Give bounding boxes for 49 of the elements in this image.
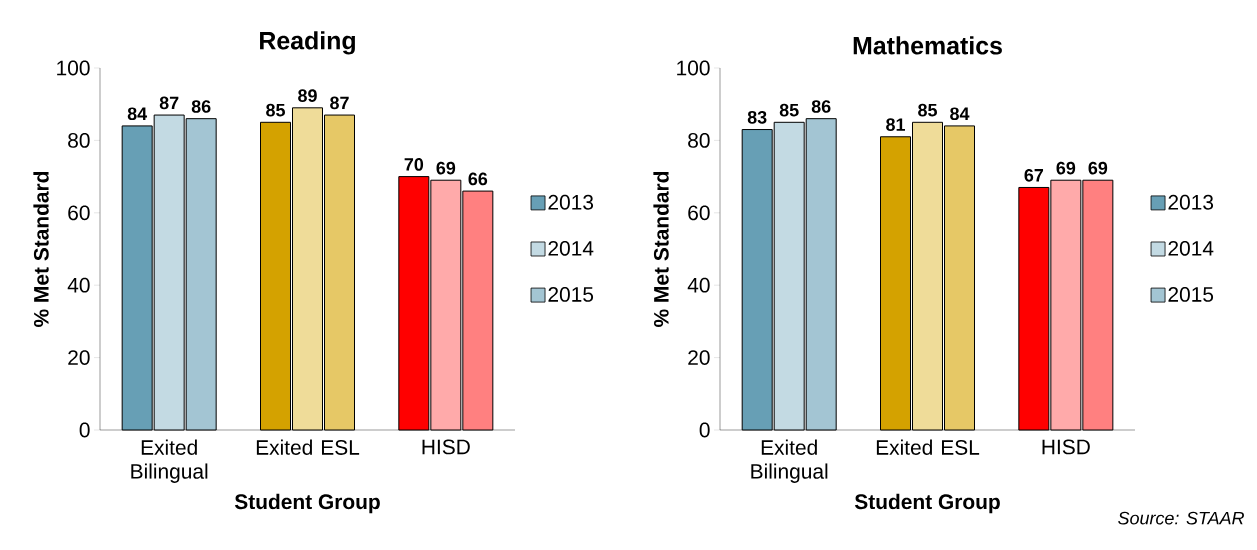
y-tick-label: 60 xyxy=(68,205,90,221)
y-tick-label: 80 xyxy=(68,132,90,148)
y-tick-label: 40 xyxy=(67,277,90,293)
x-tick-label: HISD xyxy=(1042,439,1090,455)
data-label: 66 xyxy=(468,172,488,186)
data-label: 86 xyxy=(811,100,831,113)
x-axis-title: Student Group xyxy=(854,493,1000,514)
data-label: 67 xyxy=(1024,168,1044,182)
y-tick-label: 100 xyxy=(57,60,90,76)
legend-label: 2014 xyxy=(1168,240,1214,256)
y-tick-label: 20 xyxy=(68,350,90,365)
x-tick-label: HISD xyxy=(422,439,470,455)
x-tick-label: Exited ESL xyxy=(256,439,360,455)
data-label: 86 xyxy=(191,100,211,113)
data-label: 85 xyxy=(779,103,799,117)
data-label: 87 xyxy=(159,96,179,110)
y-tick-label: 0 xyxy=(79,422,90,438)
y-tick-label: 80 xyxy=(688,132,710,148)
data-label: 69 xyxy=(436,161,456,175)
data-label: 84 xyxy=(127,107,148,121)
legend-label: 2013 xyxy=(548,194,594,210)
y-axis-title: % Met Standard xyxy=(33,171,49,327)
x-axis-title: Student Group xyxy=(234,493,380,514)
y-tick-label: 100 xyxy=(677,60,710,76)
data-label: 69 xyxy=(1056,161,1076,175)
chart-title: Mathematics xyxy=(853,36,1002,55)
legend-label: 2014 xyxy=(548,240,594,256)
source-note: Source: STAAR xyxy=(1118,511,1244,525)
x-tick-label: Exited Bilingual xyxy=(131,439,208,483)
y-tick-label: 40 xyxy=(687,277,710,293)
data-label: 69 xyxy=(1088,161,1108,175)
legend-label: 2015 xyxy=(548,287,594,302)
data-label: 85 xyxy=(266,103,285,117)
y-axis-title: % Met Standard xyxy=(653,171,669,327)
x-tick-label: Exited Bilingual xyxy=(751,439,828,483)
legend-label: 2015 xyxy=(1168,287,1214,302)
y-tick-label: 60 xyxy=(688,205,710,221)
data-label: 85 xyxy=(918,103,937,117)
data-label: 84 xyxy=(950,107,970,121)
data-label: 87 xyxy=(330,96,349,110)
legend-label: 2013 xyxy=(1168,194,1214,210)
data-label: 70 xyxy=(404,158,424,171)
data-label: 83 xyxy=(747,110,767,124)
x-tick-label: Exited ESL xyxy=(876,439,980,455)
chart-title: Reading xyxy=(260,31,355,55)
data-label: 89 xyxy=(298,89,317,102)
data-label: 81 xyxy=(886,118,905,131)
y-tick-label: 20 xyxy=(688,350,710,365)
y-tick-label: 0 xyxy=(699,422,710,438)
